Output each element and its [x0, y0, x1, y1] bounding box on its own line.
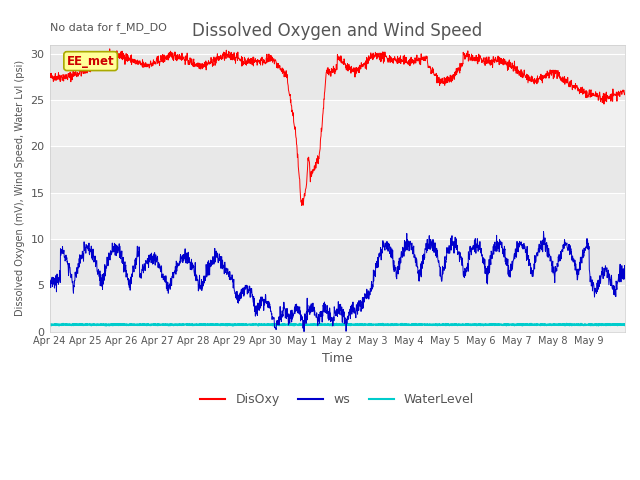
Bar — [49, 100, 625, 146]
Legend: DisOxy, ws, WaterLevel: DisOxy, ws, WaterLevel — [195, 388, 479, 411]
X-axis label: Time: Time — [322, 352, 353, 365]
Bar — [49, 285, 625, 332]
Y-axis label: Dissolved Oxygen (mV), Wind Speed, Water Lvl (psi): Dissolved Oxygen (mV), Wind Speed, Water… — [15, 60, 25, 316]
Bar — [49, 192, 625, 239]
Text: No data for f_MD_DO: No data for f_MD_DO — [49, 22, 166, 33]
Text: EE_met: EE_met — [67, 55, 115, 68]
Title: Dissolved Oxygen and Wind Speed: Dissolved Oxygen and Wind Speed — [192, 22, 483, 40]
